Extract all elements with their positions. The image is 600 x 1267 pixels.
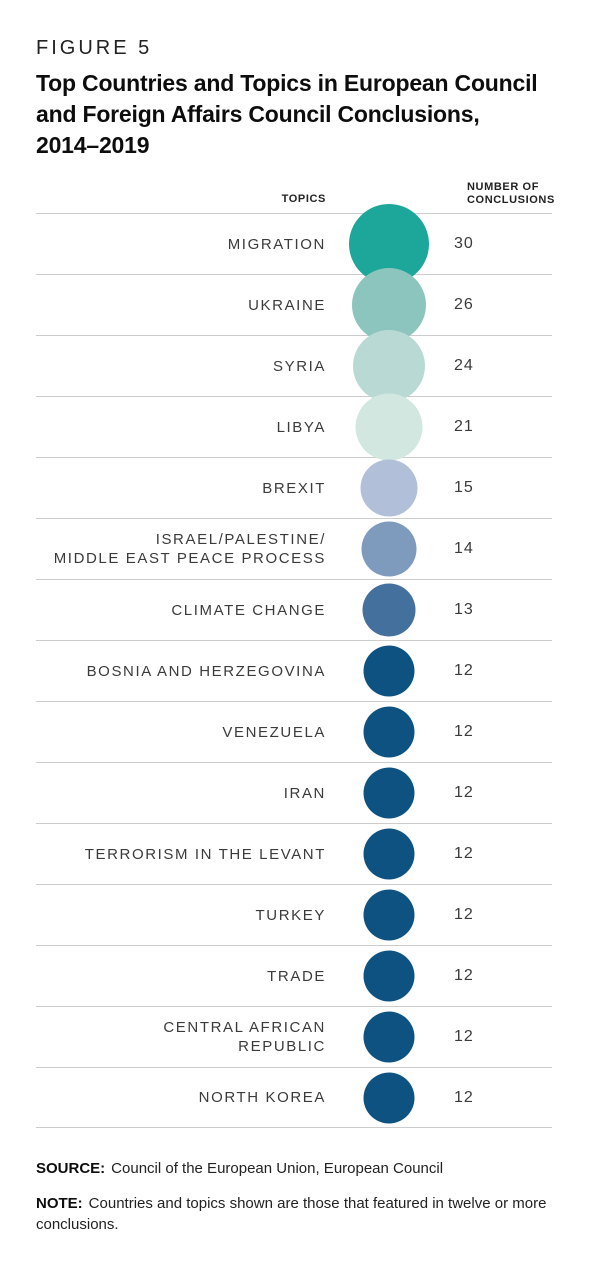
conclusions-count: 12 bbox=[454, 723, 474, 740]
topic-label: TURKEY bbox=[255, 906, 326, 924]
table-row: TRADE 12 bbox=[36, 945, 552, 1006]
value-bubble bbox=[352, 268, 426, 342]
table-header-row: TOPICS NUMBER OF CONCLUSIONS bbox=[36, 161, 555, 213]
note-label: NOTE: bbox=[36, 1195, 83, 1212]
topic-label: MIGRATION bbox=[227, 235, 326, 253]
table-row: BREXIT 15 bbox=[36, 457, 552, 518]
table-row: ISRAEL/PALESTINE/MIDDLE EAST PEACE PROCE… bbox=[36, 518, 552, 579]
source-text: Council of the European Union, European … bbox=[111, 1160, 444, 1177]
topic-label: UKRAINE bbox=[248, 296, 326, 314]
value-bubble bbox=[362, 583, 416, 637]
conclusions-count: 24 bbox=[454, 357, 474, 374]
figure-footer: SOURCE: Council of the European Union, Eu… bbox=[36, 1158, 560, 1235]
value-bubble bbox=[363, 706, 415, 758]
topic-label: CLIMATE CHANGE bbox=[171, 601, 326, 619]
topic-label: TERRORISM IN THE LEVANT bbox=[84, 845, 326, 863]
topic-label: ISRAEL/PALESTINE/MIDDLE EAST PEACE PROCE… bbox=[53, 531, 326, 567]
topic-label: LIBYA bbox=[276, 418, 326, 436]
note-text: Countries and topics shown are those tha… bbox=[36, 1195, 547, 1233]
table-body: MIGRATION 30 UKRAINE 26 SYRIA 24 LIBYA 21 BREXIT… bbox=[36, 204, 552, 1128]
source-line: SOURCE: Council of the European Union, Eu… bbox=[36, 1158, 560, 1179]
conclusions-count: 21 bbox=[454, 418, 474, 435]
figure-title: Top Countries and Topics in European Cou… bbox=[36, 68, 564, 161]
table-row: BOSNIA AND HERZEGOVINA 12 bbox=[36, 640, 552, 701]
table-row: SYRIA 24 bbox=[36, 330, 552, 402]
topic-label: BREXIT bbox=[262, 479, 326, 497]
figure-title-line-1: Top Countries and Topics in European Cou… bbox=[36, 70, 538, 96]
conclusions-count: 30 bbox=[454, 235, 474, 252]
topic-label: BOSNIA AND HERZEGOVINA bbox=[86, 662, 326, 680]
conclusions-count: 15 bbox=[454, 479, 474, 496]
table-row: IRAN 12 bbox=[36, 762, 552, 823]
conclusions-count: 12 bbox=[454, 845, 474, 862]
figure-number-label: FIGURE 5 bbox=[36, 37, 153, 59]
source-label: SOURCE: bbox=[36, 1160, 106, 1177]
conclusions-count: 12 bbox=[454, 967, 474, 984]
topic-label: IRAN bbox=[283, 784, 326, 802]
value-bubble bbox=[363, 828, 415, 880]
conclusions-count: 13 bbox=[454, 601, 474, 618]
table-row: CENTRAL AFRICAN REPUBLIC 12 bbox=[36, 1006, 552, 1067]
value-bubble bbox=[361, 521, 417, 577]
topic-label: NORTH KOREA bbox=[198, 1089, 326, 1106]
value-bubble bbox=[363, 889, 415, 941]
conclusions-count: 12 bbox=[454, 1088, 474, 1106]
table-row: TURKEY 12 bbox=[36, 884, 552, 945]
topic-label: VENEZUELA bbox=[222, 723, 326, 741]
topic-label: TRADE bbox=[267, 967, 326, 985]
value-bubble bbox=[355, 393, 423, 461]
table-row: TERRORISM IN THE LEVANT 12 bbox=[36, 823, 552, 884]
conclusions-count: 12 bbox=[454, 662, 474, 679]
topics-column-header: TOPICS bbox=[281, 193, 326, 205]
topic-label: SYRIA bbox=[272, 357, 326, 375]
conclusions-count: 26 bbox=[454, 296, 474, 313]
table-row: CLIMATE CHANGE 13 bbox=[36, 579, 552, 640]
conclusions-column-header: NUMBER OF CONCLUSIONS bbox=[467, 181, 555, 206]
topic-label: CENTRAL AFRICAN REPUBLIC bbox=[163, 1019, 326, 1055]
figure-title-line-2: and Foreign Affairs Council Conclusions, bbox=[36, 101, 480, 127]
figure-title-line-3: 2014–2019 bbox=[36, 132, 150, 158]
value-bubble bbox=[360, 459, 418, 517]
table-row: NORTH KOREA 12 bbox=[36, 1067, 552, 1128]
value-bubble bbox=[363, 1011, 415, 1063]
conclusions-count: 12 bbox=[454, 1028, 474, 1045]
table-row: MIGRATION 30 bbox=[36, 204, 552, 284]
table-row: LIBYA 21 bbox=[36, 393, 552, 461]
bubble-table: TOPICS NUMBER OF CONCLUSIONS MIGRATION 30… bbox=[36, 161, 555, 1128]
value-bubble bbox=[353, 330, 425, 402]
table-row: VENEZUELA 12 bbox=[36, 701, 552, 762]
conclusions-count: 12 bbox=[454, 784, 474, 801]
value-bubble bbox=[363, 950, 415, 1002]
value-bubble bbox=[363, 767, 415, 819]
conclusions-count: 12 bbox=[454, 906, 474, 923]
note-line: NOTE: Countries and topics shown are thos… bbox=[36, 1193, 560, 1235]
value-bubble bbox=[363, 645, 415, 697]
table-row: UKRAINE 26 bbox=[36, 268, 552, 342]
conclusions-count: 14 bbox=[454, 540, 474, 557]
value-bubble bbox=[363, 1072, 415, 1123]
